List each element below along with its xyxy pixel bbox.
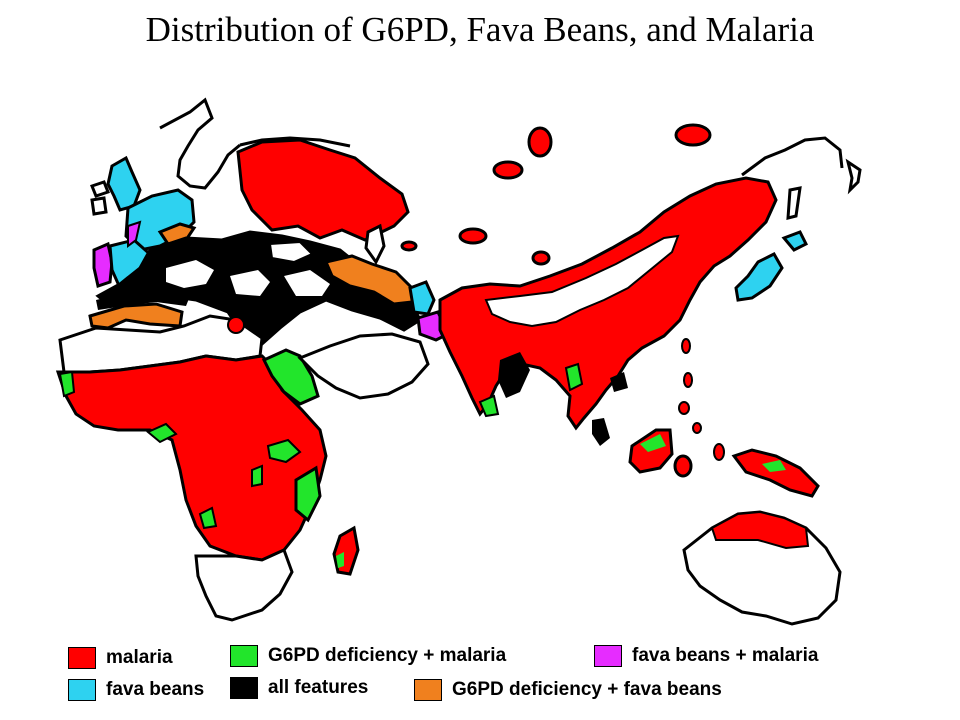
legend-label-fava-beans: fava beans <box>106 679 205 700</box>
sahara-malaria-oasis <box>227 316 245 334</box>
scandinavia-outline <box>159 97 241 190</box>
india-all-features <box>498 352 530 398</box>
arabia-outline <box>297 332 430 400</box>
india-g6pd-malaria <box>478 394 500 418</box>
moluccas-island <box>692 422 702 434</box>
mediterranean-sea-east <box>284 270 330 296</box>
legend-label-all-features: all features <box>268 677 369 698</box>
congo-g6pd-malaria <box>251 464 263 488</box>
portugal-fava-malaria <box>92 241 114 288</box>
legend-swatch-fava-malaria <box>594 645 622 667</box>
japan-fava-region <box>734 252 784 302</box>
mediterranean-sea-west <box>166 260 214 288</box>
new-guinea-malaria <box>731 448 820 498</box>
legend-item-fava-beans: fava beans <box>68 678 204 702</box>
iceland-outline <box>90 180 110 198</box>
legend-swatch-malaria <box>68 647 96 669</box>
new-guinea-g6pd-malaria <box>762 460 786 472</box>
france-fava-malaria <box>127 220 142 248</box>
legend-swatch-g6pd-malaria <box>230 645 258 667</box>
arctic-island-2 <box>674 123 712 147</box>
east-africa-g6pd-malaria <box>294 465 322 523</box>
legend-swatch-all-features <box>230 677 258 699</box>
legend-item-g6pd-fava: G6PD deficiency + fava beans <box>414 678 722 702</box>
legend-item-g6pd-malaria: G6PD deficiency + malaria <box>230 644 506 668</box>
siberia-lake-2 <box>531 250 551 266</box>
southern-africa-outline <box>194 547 294 622</box>
britain-fava-region <box>106 155 142 212</box>
arctic-island-3 <box>492 160 524 180</box>
taiwan-island <box>681 338 691 354</box>
legend-item-all-features: all features <box>230 676 368 700</box>
asia-malaria-region <box>438 176 778 431</box>
madagascar-g6pd-malaria <box>336 552 344 568</box>
malay-all-features <box>592 418 610 446</box>
northeast-asia-coast-outline <box>741 136 844 177</box>
sakhalin-outline <box>786 186 802 220</box>
north-africa-coast-all-features <box>96 290 190 310</box>
black-sea-gap <box>268 240 314 264</box>
map-title: Distribution of G6PD, Fava Beans, and Ma… <box>145 10 815 49</box>
legend-label-malaria: malaria <box>106 647 173 668</box>
legend-swatch-fava-beans <box>68 679 96 701</box>
legend-item-malaria: malaria <box>68 646 173 670</box>
northern-australia-malaria <box>710 510 810 550</box>
arctic-coast-outline <box>239 136 351 148</box>
angola-g6pd-malaria <box>198 506 218 530</box>
legend-label-fava-malaria: fava beans + malaria <box>632 645 819 666</box>
legend-swatch-g6pd-fava <box>414 679 442 701</box>
celebes-island <box>713 443 725 461</box>
caspian-outline <box>364 223 386 265</box>
burma-g6pd-malaria <box>564 362 584 392</box>
philippines-island-1 <box>683 372 693 388</box>
legend-label-g6pd-fava: G6PD deficiency + fava beans <box>452 679 722 700</box>
madagascar-malaria <box>332 525 360 576</box>
central-africa-g6pd-malaria <box>266 438 302 464</box>
legend-item-fava-malaria: fava beans + malaria <box>594 644 818 668</box>
kamchatka-outline <box>845 158 862 195</box>
gulf-guinea-g6pd-malaria <box>146 422 178 444</box>
west-africa-g6pd-malaria <box>58 370 76 398</box>
central-asia-plateau <box>484 234 680 328</box>
siberia-lake-3 <box>400 240 418 252</box>
philippines-island-2 <box>678 401 690 415</box>
mediterranean-sea-central <box>230 270 270 296</box>
hokkaido-fava-region <box>781 230 809 252</box>
indochina-all-features <box>610 372 628 392</box>
ireland-outline <box>90 196 108 216</box>
levant-fava-region <box>408 280 436 316</box>
legend-label-g6pd-malaria: G6PD deficiency + malaria <box>268 645 507 666</box>
sumbawa-island <box>673 454 693 478</box>
russia-malaria-region <box>236 138 410 242</box>
borneo-g6pd-malaria <box>640 434 666 452</box>
siberia-lake-1 <box>458 227 488 245</box>
arctic-island-1 <box>527 126 553 158</box>
